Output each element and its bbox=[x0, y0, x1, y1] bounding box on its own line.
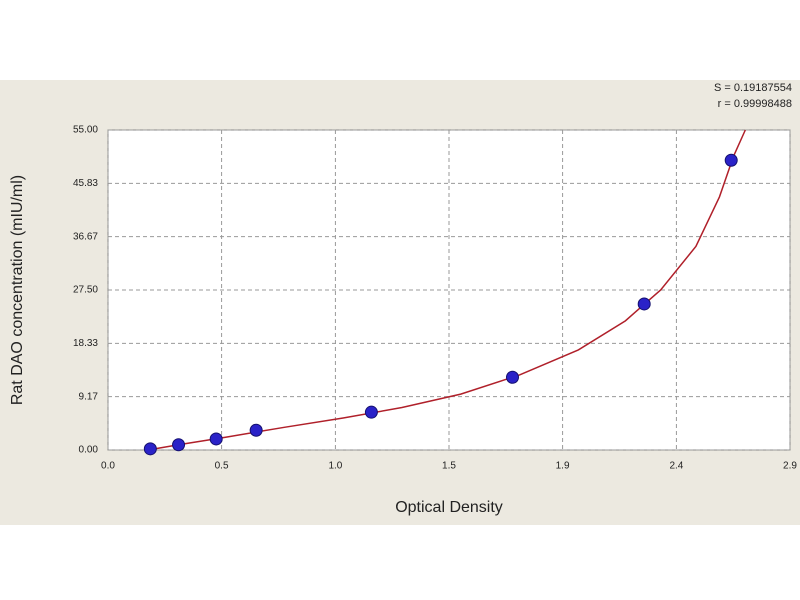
annotation: S = 0.19187554 bbox=[714, 82, 792, 94]
data-point bbox=[143, 442, 157, 456]
y-tick-label: 36.67 bbox=[73, 231, 98, 242]
annotation: r = 0.99998488 bbox=[718, 98, 792, 110]
y-tick-label: 18.33 bbox=[73, 338, 98, 349]
data-point bbox=[172, 438, 186, 452]
y-tick-label: 0.00 bbox=[79, 445, 99, 456]
plot-area bbox=[107, 129, 791, 451]
x-tick-label: 2.9 bbox=[783, 461, 797, 472]
x-tick-label: 1.9 bbox=[556, 461, 570, 472]
y-axis-title: Rat DAO concentration (mIU/ml) bbox=[9, 175, 26, 405]
data-point bbox=[637, 297, 651, 311]
x-tick-label: 2.4 bbox=[669, 461, 683, 472]
x-tick-label: 0.0 bbox=[101, 461, 115, 472]
y-tick-label: 9.17 bbox=[79, 391, 99, 402]
x-tick-label: 1.0 bbox=[328, 461, 342, 472]
data-point bbox=[249, 423, 263, 437]
y-tick-label: 45.83 bbox=[73, 178, 98, 189]
x-axis-title: Optical Density bbox=[395, 499, 503, 516]
x-tick-label: 1.5 bbox=[442, 461, 456, 472]
data-point bbox=[209, 432, 223, 446]
fit-curve bbox=[147, 129, 747, 451]
data-point bbox=[724, 153, 738, 167]
x-tick-label: 0.5 bbox=[215, 461, 229, 472]
data-point bbox=[505, 370, 519, 384]
y-tick-label: 27.50 bbox=[73, 285, 98, 296]
data-point bbox=[364, 405, 378, 419]
y-tick-label: 55.00 bbox=[73, 125, 98, 136]
